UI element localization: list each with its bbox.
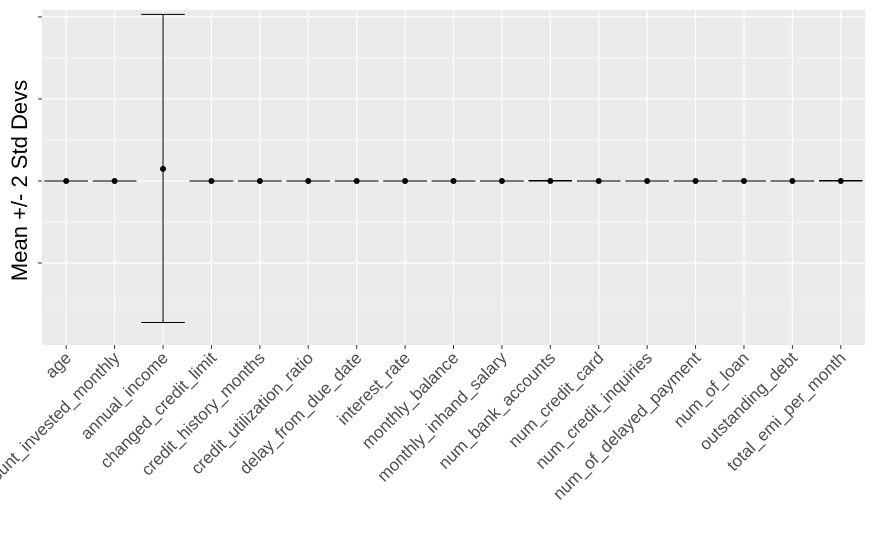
data-point xyxy=(498,177,505,184)
data-point xyxy=(63,177,70,184)
data-point xyxy=(208,177,215,184)
data-point xyxy=(305,177,312,184)
y-axis-label: Mean +/- 2 Std Devs xyxy=(7,80,32,281)
data-point xyxy=(837,177,844,184)
data-point xyxy=(547,177,554,184)
data-point xyxy=(160,165,167,172)
data-point xyxy=(692,177,699,184)
x-tick-label: annual_income xyxy=(77,348,172,443)
data-point xyxy=(740,177,747,184)
data-point xyxy=(644,177,651,184)
data-point xyxy=(353,177,360,184)
data-point xyxy=(595,177,602,184)
data-point xyxy=(789,177,796,184)
x-tick-label: age xyxy=(42,348,75,381)
data-point xyxy=(402,177,409,184)
data-point xyxy=(450,177,457,184)
data-point xyxy=(111,177,118,184)
data-point xyxy=(256,177,263,184)
